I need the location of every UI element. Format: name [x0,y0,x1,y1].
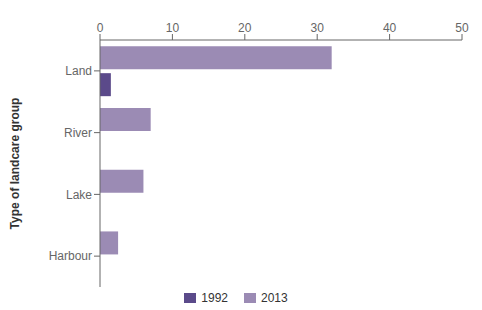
html-text:2013: 2013 [261,291,288,305]
svg-text:Lake: Lake [66,188,92,202]
svg-text:30: 30 [311,21,325,35]
svg-text:Type of landcare group: Type of landcare group [8,98,22,230]
svg-text:20: 20 [238,21,252,35]
svg-text:Land: Land [65,64,92,78]
svg-text:40: 40 [383,21,397,35]
svg-text:10: 10 [166,21,180,35]
svg-text:Harbour: Harbour [49,249,92,263]
svg-text:0: 0 [97,21,104,35]
svg-text:50: 50 [455,21,469,35]
html-text:1992: 1992 [201,291,228,305]
svg-text:River: River [64,126,92,140]
